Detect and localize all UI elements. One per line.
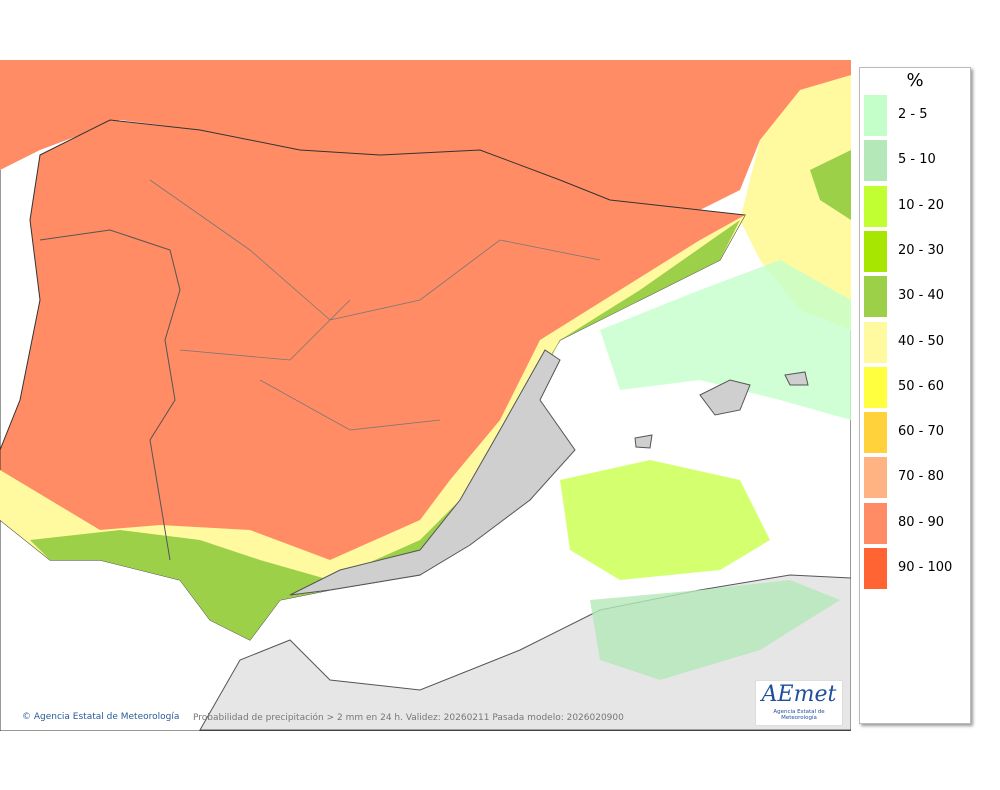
legend-swatch [864, 95, 887, 136]
legend-item: 50 - 60 [864, 366, 968, 408]
legend-swatch [864, 230, 887, 272]
legend-item: 20 - 30 [864, 230, 968, 272]
legend: % 2 - 5 5 - 10 10 - 20 20 - 30 30 - 40 40 - 5… [859, 67, 971, 724]
france-area [0, 60, 851, 210]
legend-label: 2 - 5 [898, 107, 928, 122]
legend-item: 5 - 10 [864, 140, 968, 182]
legend-item: 90 - 100 [864, 548, 968, 589]
credit: © Agencia Estatal de Meteorología [22, 712, 180, 722]
sea-precip [560, 460, 770, 580]
legend-label: 70 - 80 [898, 469, 945, 485]
southeast-land [289, 349, 576, 596]
legend-label: 5 - 10 [898, 152, 936, 168]
legend-label: 50 - 60 [898, 378, 945, 394]
legend-title: % [906, 70, 924, 91]
island [699, 379, 751, 416]
caption: Probabilidad de precipitación > 2 mm en … [193, 713, 624, 723]
sea-precip [590, 580, 840, 680]
legend-swatch [864, 412, 887, 454]
legend-label: 10 - 20 [898, 197, 945, 213]
legend-label: 30 - 40 [898, 288, 945, 304]
island [784, 371, 809, 386]
legend-swatch [864, 548, 887, 589]
legend-item: 70 - 80 [864, 457, 968, 499]
border [39, 229, 181, 561]
logo-text: AEmet [761, 682, 837, 707]
coast-band [30, 220, 740, 640]
coast-band [0, 215, 745, 640]
legend-label: 20 - 30 [898, 242, 945, 258]
legend-swatch [864, 366, 887, 408]
legend-swatch [864, 502, 887, 544]
legend-label: 90 - 100 [898, 560, 953, 575]
legend-label: 80 - 90 [898, 514, 945, 530]
logo: AEmet Agencia Estatal de Meteorología [755, 680, 843, 726]
legend-swatch [864, 457, 887, 499]
legend-swatch [864, 321, 887, 363]
legend-item: 10 - 20 [864, 185, 968, 227]
region-borders [149, 179, 601, 431]
gulf-green [810, 150, 851, 220]
island [634, 434, 653, 449]
credit-text: Agencia Estatal de Meteorología [33, 712, 180, 722]
legend-label: 40 - 50 [898, 333, 945, 349]
legend-swatch [864, 185, 887, 227]
legend-label: 60 - 70 [898, 424, 945, 440]
legend-item: 30 - 40 [864, 276, 968, 318]
legend-item: 40 - 50 [864, 321, 968, 363]
legend-item: 80 - 90 [864, 502, 968, 544]
legend-item: 60 - 70 [864, 412, 968, 454]
legend-swatch [864, 276, 887, 318]
logo-subtitle: Agencia Estatal de Meteorología [773, 709, 825, 721]
map [0, 60, 851, 731]
legend-swatch [864, 140, 887, 182]
legend-item: 2 - 5 [864, 95, 968, 136]
